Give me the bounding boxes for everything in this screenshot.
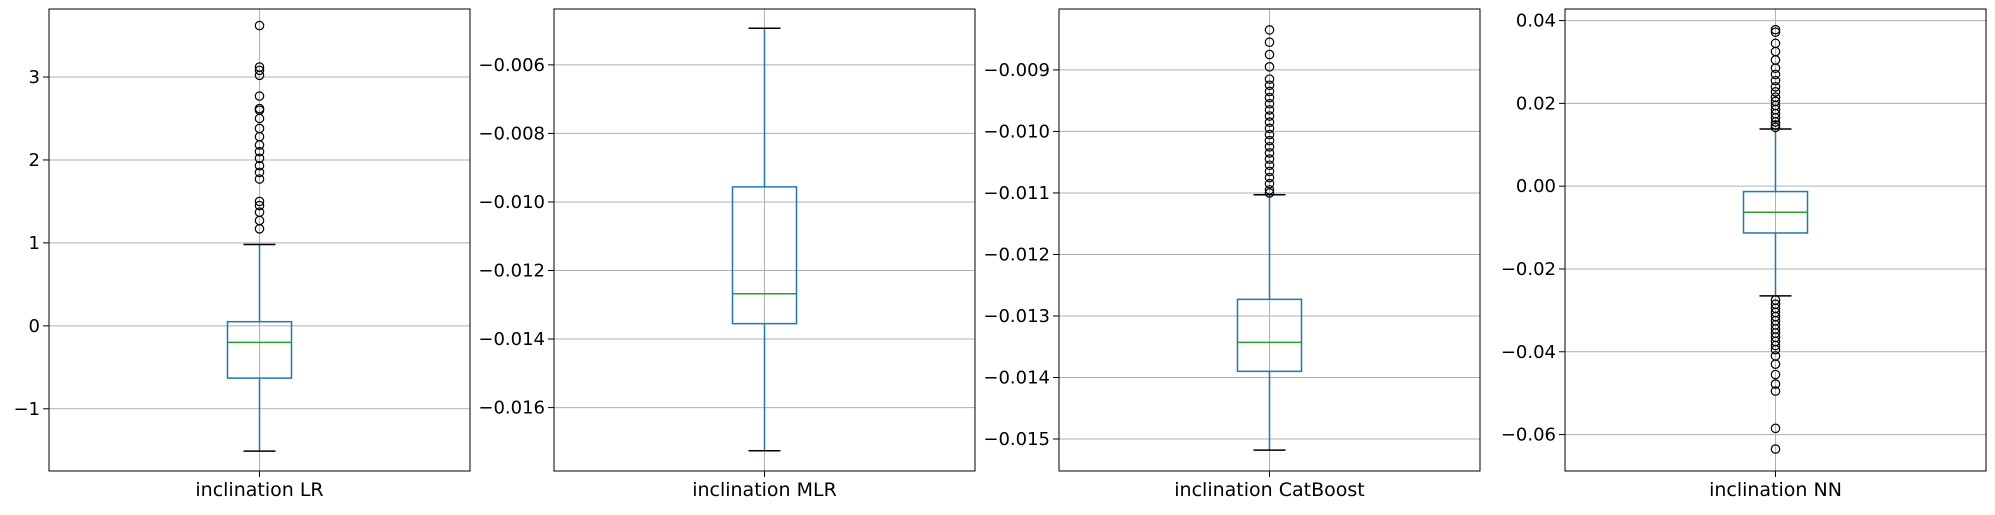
x-category-label: inclination CatBoost — [1174, 479, 1364, 501]
iqr-box — [226, 320, 293, 379]
outlier-point — [1264, 188, 1275, 198]
outlier-point — [254, 103, 265, 114]
outlier-point — [1264, 160, 1275, 171]
y-tick-label: −0.009 — [983, 60, 1050, 81]
y-tick-label: −0.011 — [983, 183, 1050, 204]
outlier-point — [1264, 98, 1275, 109]
outlier-point — [1770, 92, 1781, 102]
y-tick-label: −0.013 — [983, 306, 1050, 327]
outlier-point — [254, 20, 265, 31]
y-tick-label: −0.014 — [983, 367, 1050, 388]
iqr-box — [731, 186, 798, 325]
outlier-point — [1264, 129, 1275, 140]
outlier-point — [1770, 38, 1781, 49]
outlier-point — [1264, 74, 1275, 84]
y-tick-label: −0.006 — [478, 55, 545, 76]
outlier-point — [1770, 24, 1781, 35]
outlier-point — [1264, 62, 1275, 72]
y-tick-label: −0.012 — [478, 261, 545, 282]
outlier-point — [254, 200, 265, 211]
outlier-point — [1770, 423, 1781, 434]
outlier-point — [1770, 386, 1781, 396]
outlier-point — [254, 196, 265, 207]
outlier-point — [1264, 37, 1275, 48]
outlier-point — [1264, 178, 1275, 189]
outlier-point — [1770, 120, 1781, 130]
y-tick-label: −0.04 — [1501, 342, 1556, 363]
outlier-point — [1770, 340, 1781, 351]
outlier-point — [1264, 111, 1275, 121]
y-tick-label: −1 — [13, 399, 40, 420]
y-tick-label: −0.010 — [478, 192, 545, 213]
outlier-point — [1264, 49, 1275, 60]
x-category-label: inclination NN — [1709, 479, 1842, 501]
outlier-point — [1770, 75, 1781, 86]
y-tick-label: 0.04 — [1516, 11, 1556, 32]
outlier-point — [1770, 82, 1781, 92]
y-tick-label: −0.012 — [983, 244, 1050, 265]
outlier-point — [254, 62, 265, 72]
y-tick-label: −0.010 — [983, 121, 1050, 142]
outlier-point — [1770, 369, 1781, 380]
outlier-point — [254, 207, 265, 218]
outlier-point — [254, 153, 265, 164]
outlier-point — [1264, 86, 1275, 97]
y-tick-label: 0.02 — [1516, 93, 1556, 114]
outlier-point — [254, 91, 265, 101]
outlier-point — [1770, 359, 1781, 369]
outlier-point — [1264, 25, 1275, 35]
outlier-point — [1264, 92, 1275, 103]
y-tick-label: 0 — [29, 316, 40, 337]
y-tick-label: −0.016 — [478, 398, 545, 419]
outlier-point — [1770, 86, 1781, 97]
outlier-point — [1264, 185, 1275, 195]
outlier-point — [254, 160, 265, 171]
outlier-point — [1770, 444, 1781, 454]
y-tick-label: 3 — [29, 67, 40, 88]
x-category-label: inclination LR — [195, 479, 323, 501]
y-tick-label: −0.02 — [1501, 259, 1556, 280]
outlier-point — [1264, 172, 1275, 183]
outlier-point — [1264, 117, 1275, 127]
outlier-point — [1264, 148, 1275, 158]
outlier-point — [254, 65, 265, 76]
y-tick-label: 1 — [29, 233, 40, 254]
y-tick-label: −0.008 — [478, 123, 545, 144]
outlier-point — [1264, 105, 1275, 115]
outlier-point — [1264, 142, 1275, 152]
outlier-point — [1770, 27, 1781, 37]
outlier-point — [1770, 122, 1781, 133]
outlier-point — [1770, 344, 1781, 355]
y-tick-label: 0.00 — [1516, 176, 1556, 197]
outlier-point — [1264, 80, 1275, 91]
y-tick-label: −0.015 — [983, 429, 1050, 450]
iqr-box — [1236, 298, 1303, 373]
outlier-point — [1770, 96, 1781, 107]
y-tick-label: −0.06 — [1501, 425, 1556, 446]
x-category-label: inclination MLR — [692, 479, 837, 501]
outlier-point — [254, 123, 265, 134]
outlier-point — [1264, 166, 1275, 177]
outlier-point — [254, 146, 265, 157]
outlier-point — [1770, 69, 1781, 80]
y-tick-label: 2 — [29, 150, 40, 171]
outlier-point — [1264, 123, 1275, 134]
outlier-point — [254, 167, 265, 178]
outlier-point — [1264, 135, 1275, 146]
outlier-point — [1264, 154, 1275, 164]
outlier-point — [254, 174, 265, 184]
y-tick-label: −0.014 — [478, 329, 545, 350]
outlier-point — [1770, 379, 1781, 389]
